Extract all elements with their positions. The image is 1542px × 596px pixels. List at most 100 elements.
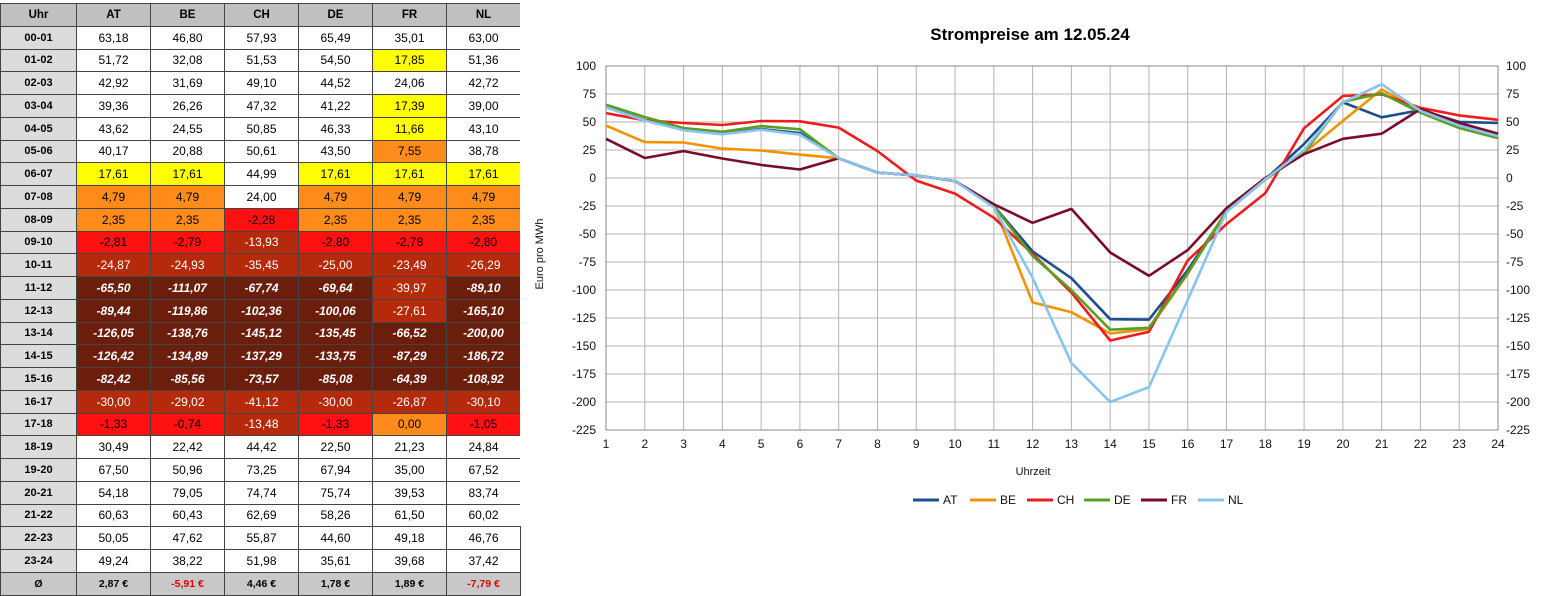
price-cell: 63,18 [76,25,151,50]
price-cell: -30,10 [446,389,521,414]
table-row: 21-22 60,63 60,43 62,69 58,26 61,50 60,02 [0,503,521,528]
price-cell: 30,49 [76,435,151,459]
price-cell: 17,61 [76,162,151,186]
y-tick-label-left: -125 [572,311,596,325]
price-cell: 83,74 [446,480,521,505]
price-cell: -165,10 [446,298,521,323]
table-row: 22-23 50,05 47,62 55,87 44,60 49,18 46,76 [0,526,521,550]
y-tick-label-right: 100 [1506,59,1526,73]
price-cell: -186,72 [446,344,521,368]
table-row: 13-14 -126,05 -138,76 -145,12 -135,45 -66,52-… [0,321,521,346]
average-cell: 4,46 € [224,571,299,596]
table-row: 07-08 4,79 4,79 24,00 4,79 4,79 4,79 [0,185,521,209]
price-cell: 43,50 [298,139,373,164]
price-cell: 24,55 [150,116,225,141]
price-cell: 67,94 [298,458,373,482]
x-tick-label: 23 [1453,437,1467,451]
price-cell: 41,22 [298,94,373,118]
x-tick-label: 7 [835,437,842,451]
price-cell: -102,36 [224,298,299,323]
x-tick-label: 22 [1414,437,1428,451]
price-cell: 37,42 [446,549,521,573]
table-row: 02-03 42,92 31,69 49,10 44,52 24,06 42,72 [0,71,521,95]
y-tick-label-right: -75 [1506,255,1524,269]
x-tick-label: 1 [603,437,610,451]
price-cell: 67,50 [76,458,151,482]
price-cell: -2,28 [224,207,299,232]
price-cell: 49,24 [76,549,151,573]
price-cell: 51,36 [446,48,521,73]
series-line-nl [605,82,1499,404]
series-lines [605,82,1499,404]
x-tick-label: 24 [1491,437,1505,451]
y-tick-label-right: -100 [1506,283,1530,297]
legend-label-be: BE [1000,493,1016,507]
price-cell: 65,49 [298,25,373,50]
price-cell: -119,86 [150,298,225,323]
y-tick-label-right: -50 [1506,227,1524,241]
price-cell: 38,78 [446,139,521,164]
x-tick-label: 5 [758,437,765,451]
price-cell: -126,05 [76,321,151,346]
hour-cell: 19-20 [0,458,77,482]
price-cell: -85,56 [150,367,225,391]
price-cell: 40,17 [76,139,151,164]
price-cell: 44,99 [224,162,299,186]
price-cell: 2,35 [446,207,521,232]
y-tick-label-right: -125 [1506,311,1530,325]
price-cell: -26,29 [446,253,521,277]
price-table: Uhr AT BE CH DE FR NL 00-01 63,18 46,80 57,… [0,3,521,596]
price-cell: 35,00 [372,458,447,482]
hour-cell: 21-22 [0,503,77,528]
price-cell: -66,52 [372,321,447,346]
x-tick-label: 18 [1259,437,1273,451]
price-cell: 54,18 [76,480,151,505]
price-cell: -135,45 [298,321,373,346]
price-cell: 61,50 [372,503,447,528]
price-cell: 17,39 [372,94,447,118]
x-tick-label: 2 [641,437,648,451]
hour-cell: 07-08 [0,185,77,209]
legend-label-at: AT [943,493,958,507]
y-tick-label-right: -175 [1506,367,1530,381]
price-cell: -1,05 [446,412,521,437]
price-cell: -89,10 [446,276,521,300]
y-tick-label-left: -50 [579,227,597,241]
y-tick-label-right: 0 [1506,171,1513,185]
x-tick-label: 3 [680,437,687,451]
price-cell: -2,78 [372,230,447,255]
price-cell: 39,53 [372,480,447,505]
price-cell: -2,81 [76,230,151,255]
y-tick-label-right: 25 [1506,143,1520,157]
header-ch: CH [224,3,299,27]
price-cell: 2,35 [150,207,225,232]
price-cell: -27,61 [372,298,447,323]
price-cell: -0,74 [150,412,225,437]
price-cell: 51,72 [76,48,151,73]
price-cell: -1,33 [298,412,373,437]
x-tick-label: 12 [1026,437,1040,451]
hour-cell: 22-23 [0,526,77,550]
price-cell: -133,75 [298,344,373,368]
hour-cell: 04-05 [0,116,77,141]
hour-cell: 02-03 [0,71,77,95]
hour-cell: 05-06 [0,139,77,164]
y-tick-label-left: 75 [583,87,597,101]
price-cell: -35,45 [224,253,299,277]
x-tick-label: 14 [1103,437,1117,451]
hour-cell: 03-04 [0,94,77,118]
price-cell: 74,74 [224,480,299,505]
y-tick-label-left: -25 [579,199,597,213]
header-at: AT [76,3,151,27]
price-cell: 46,76 [446,526,521,550]
price-cell: -13,48 [224,412,299,437]
y-tick-label-left: -100 [572,283,596,297]
average-cell: -5,91 € [150,571,225,596]
price-cell: 21,23 [372,435,447,459]
price-cell: 58,26 [298,503,373,528]
y-tick-label-left: 100 [576,59,596,73]
x-tick-label: 9 [913,437,920,451]
price-cell: 17,61 [446,162,521,186]
price-cell: 49,10 [224,71,299,95]
